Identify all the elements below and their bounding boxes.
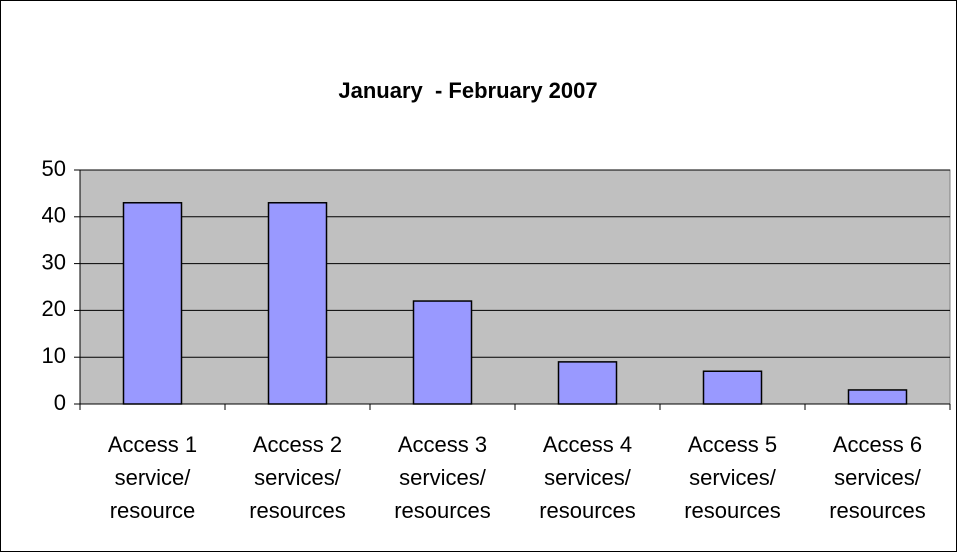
- y-tick-label: 40: [42, 203, 66, 228]
- bar: [847, 389, 908, 405]
- x-tick-label: services/: [254, 465, 342, 490]
- x-tick-label: service/: [115, 465, 192, 490]
- y-tick-label: 10: [42, 343, 66, 368]
- bar: [122, 202, 183, 405]
- x-tick-label: resources: [394, 498, 491, 523]
- x-tick-label: Access 6: [833, 432, 922, 457]
- x-tick-label: resource: [110, 498, 196, 523]
- plot-area: [79, 169, 951, 405]
- x-tick-label: resources: [539, 498, 636, 523]
- x-tick-label: services/: [399, 465, 487, 490]
- x-tick-label: resources: [829, 498, 926, 523]
- x-tick-label: Access 2: [253, 432, 342, 457]
- bar: [557, 361, 618, 405]
- x-tick-label: Access 5: [688, 432, 777, 457]
- bar: [412, 300, 473, 405]
- y-tick-label: 30: [42, 249, 66, 274]
- bar: [702, 370, 763, 405]
- x-tick-label: resources: [684, 498, 781, 523]
- x-tick-label: services/: [544, 465, 632, 490]
- x-tick-label: resources: [249, 498, 346, 523]
- x-tick-label: services/: [834, 465, 922, 490]
- y-tick-label: 0: [54, 390, 66, 415]
- bar: [267, 202, 328, 405]
- y-tick-label: 50: [42, 156, 66, 181]
- x-tick-label: Access 3: [398, 432, 487, 457]
- x-tick-label: services/: [689, 465, 777, 490]
- y-tick-label: 20: [42, 296, 66, 321]
- chart-title: January - February 2007: [338, 78, 597, 103]
- x-tick-label: Access 1: [108, 432, 197, 457]
- x-tick-label: Access 4: [543, 432, 632, 457]
